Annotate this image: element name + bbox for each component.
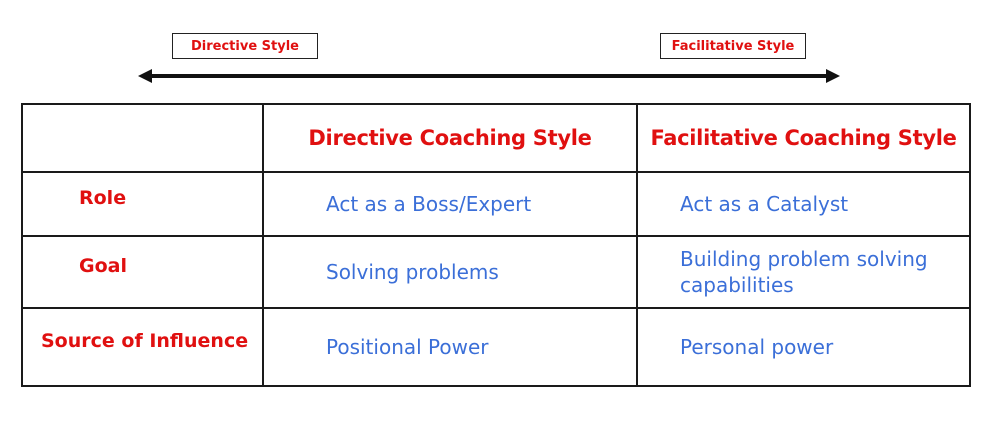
row-label-source-of-influence: Source of Influence (41, 330, 249, 352)
row-label-cell: Source of Influence (21, 307, 264, 387)
row-label-goal: Goal (79, 255, 127, 277)
facilitative-cell: Personal power (636, 307, 971, 387)
header-facilitative-coaching-style: Facilitative Coaching Style (636, 103, 971, 173)
coaching-style-comparison-table: Directive Coaching Style Facilitative Co… (21, 103, 971, 387)
row-label-cell: Goal (21, 235, 264, 309)
directive-role-text: Act as a Boss/Expert (326, 192, 532, 216)
facilitative-goal-text: Building problem solving capabilities (680, 247, 928, 297)
table-row: Role Act as a Boss/Expert Act as a Catal… (21, 171, 971, 237)
double-headed-arrow-icon (138, 69, 840, 83)
facilitative-cell: Building problem solving capabilities (636, 235, 971, 309)
facilitative-style-tag: Facilitative Style (660, 33, 806, 59)
directive-cell: Act as a Boss/Expert (262, 171, 638, 237)
facilitative-style-label: Facilitative Style (671, 38, 795, 54)
facilitative-role-text: Act as a Catalyst (680, 192, 849, 216)
header-empty-cell (21, 103, 264, 173)
directive-style-tag: Directive Style (172, 33, 318, 59)
table-row: Source of Influence Positional Power Per… (21, 307, 971, 387)
directive-cell: Positional Power (262, 307, 638, 387)
table-header-row: Directive Coaching Style Facilitative Co… (21, 103, 971, 173)
directive-cell: Solving problems (262, 235, 638, 309)
facilitative-cell: Act as a Catalyst (636, 171, 971, 237)
directive-goal-text: Solving problems (326, 260, 499, 284)
directive-source-text: Positional Power (326, 335, 489, 359)
table-row: Goal Solving problems Building problem s… (21, 235, 971, 309)
directive-style-label: Directive Style (191, 38, 299, 54)
header-directive-coaching-style: Directive Coaching Style (262, 103, 638, 173)
facilitative-source-text: Personal power (680, 335, 834, 359)
row-label-role: Role (79, 187, 127, 209)
row-label-cell: Role (21, 171, 264, 237)
